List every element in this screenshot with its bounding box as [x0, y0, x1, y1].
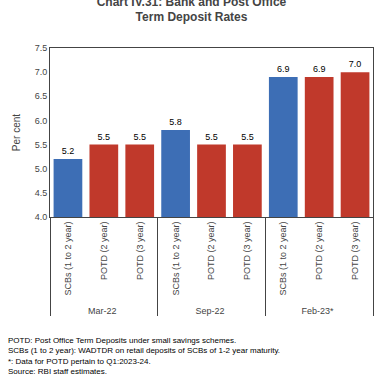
svg-text:POTD (2 year): POTD (2 year) — [314, 222, 324, 281]
svg-text:5.5: 5.5 — [133, 132, 146, 142]
svg-text:6.5: 6.5 — [35, 91, 48, 101]
svg-text:7.0: 7.0 — [35, 67, 48, 77]
svg-text:5.5: 5.5 — [241, 132, 254, 142]
svg-text:Mar-22: Mar-22 — [88, 306, 117, 316]
svg-text:7.0: 7.0 — [349, 59, 362, 69]
svg-text:POTD: Post Office Term Deposit: POTD: Post Office Term Deposits under sm… — [8, 336, 280, 376]
svg-text:POTD (2 year): POTD (2 year) — [206, 222, 216, 281]
svg-text:5.8: 5.8 — [169, 117, 182, 127]
svg-text:5.2: 5.2 — [62, 146, 75, 156]
svg-text:4.5: 4.5 — [35, 188, 48, 198]
svg-text:5.5: 5.5 — [205, 132, 218, 142]
svg-text:POTD (3 year): POTD (3 year) — [242, 222, 252, 281]
svg-text:SCBs (1 to 2 year): SCBs (1 to 2 year) — [278, 222, 288, 296]
svg-text:5.0: 5.0 — [35, 164, 48, 174]
svg-text:6.0: 6.0 — [35, 116, 48, 126]
svg-text:5.5: 5.5 — [98, 132, 111, 142]
svg-text:POTD (3 year): POTD (3 year) — [135, 222, 145, 281]
svg-text:SCBs (1 to 2 year): SCBs (1 to 2 year) — [63, 222, 73, 296]
svg-text:5.5: 5.5 — [35, 140, 48, 150]
svg-text:POTD (3 year): POTD (3 year) — [350, 222, 360, 281]
svg-text:POTD (2 year): POTD (2 year) — [99, 222, 109, 281]
svg-text:4.0: 4.0 — [35, 212, 48, 222]
svg-text:6.9: 6.9 — [277, 64, 290, 74]
svg-text:SCBs (1 to 2 year): SCBs (1 to 2 year) — [171, 222, 181, 296]
svg-text:Sep-22: Sep-22 — [195, 306, 224, 316]
svg-text:Feb-23*: Feb-23* — [302, 306, 335, 316]
svg-text:7.5: 7.5 — [35, 43, 48, 53]
svg-text:6.9: 6.9 — [313, 64, 326, 74]
svg-text:Per cent: Per cent — [11, 114, 22, 151]
svg-text:Chart IV.31: Bank and Post Off: Chart IV.31: Bank and Post OfficeTerm De… — [97, 0, 287, 24]
